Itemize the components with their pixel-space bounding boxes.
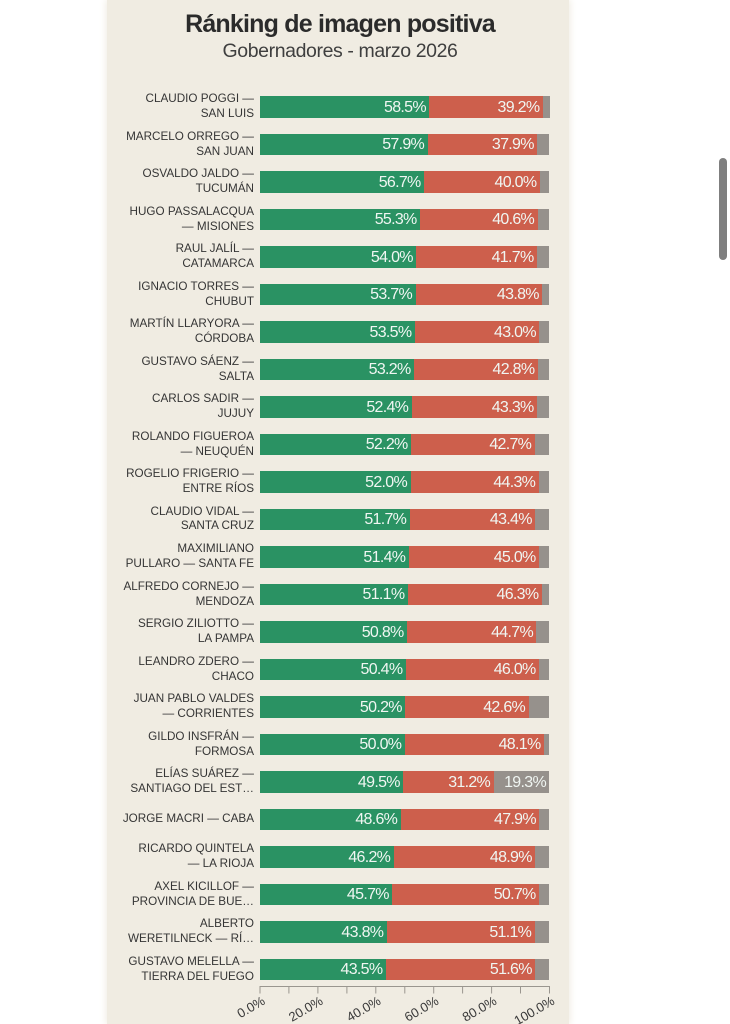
svg-text:80.0%: 80.0% [460,993,500,1024]
svg-text:0.0%: 0.0% [234,993,268,1021]
svg-text:20.0%: 20.0% [286,993,326,1024]
svg-text:100.0%: 100.0% [511,993,557,1024]
svg-text:40.0%: 40.0% [344,993,384,1024]
svg-text:60.0%: 60.0% [402,993,442,1024]
